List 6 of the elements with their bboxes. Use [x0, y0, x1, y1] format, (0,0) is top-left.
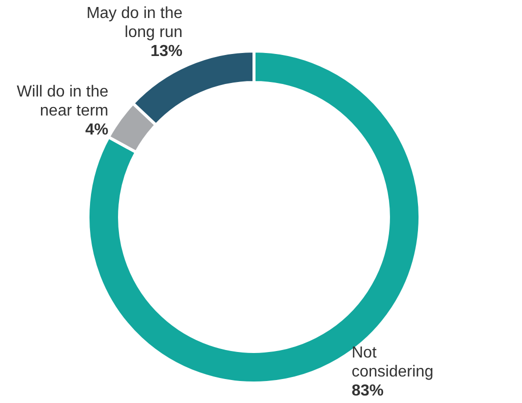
data-label: 4%	[85, 122, 108, 139]
slice-label: Will do in the near term	[16, 84, 108, 120]
slice-label: Not considering	[352, 344, 434, 380]
data-label: 83%	[352, 382, 384, 400]
data-label: 13%	[150, 43, 183, 60]
slice-label: May do in the long run	[86, 5, 183, 41]
